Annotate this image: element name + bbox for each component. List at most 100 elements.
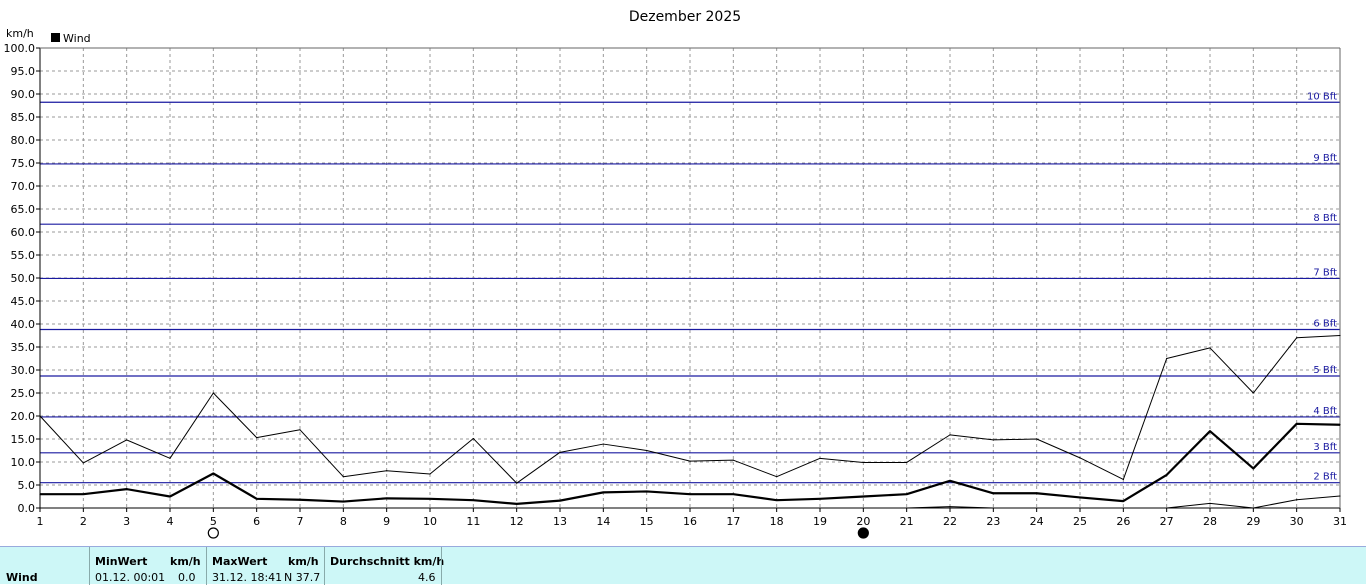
data-point-mean (1036, 492, 1038, 494)
axes: 0.0 5.0 10.0 15.0 20.0 25.0 30.0 35.0 40.0 45.0 50… (4, 42, 1348, 528)
data-point-mean (1296, 423, 1298, 425)
data-point-max (299, 429, 301, 431)
data-point-max (862, 461, 864, 464)
data-point-mean (862, 495, 864, 498)
y-tick-label: 35.0 (11, 341, 36, 354)
y-tick-label: 10.0 (11, 456, 36, 469)
data-point-max (1252, 392, 1254, 394)
data-point-mean (906, 493, 908, 495)
min-header: MinWert (95, 555, 148, 568)
data-point-mean (819, 498, 821, 500)
data-point-mean (516, 503, 518, 505)
x-tick-label: 6 (253, 515, 260, 528)
data-point-mean (429, 498, 431, 500)
new-moon-icon (857, 527, 869, 539)
y-tick-label: 40.0 (11, 318, 36, 331)
data-point-mean (776, 499, 778, 501)
data-point-max (1122, 478, 1124, 481)
data-point-mean (169, 495, 171, 498)
beaufort-label: 8 Bft (1313, 213, 1337, 224)
data-point-mean (1209, 430, 1211, 432)
max-header: MaxWert (212, 555, 268, 568)
y-tick-label: 95.0 (11, 65, 36, 78)
data-point-mean (559, 500, 561, 502)
data-point-max (39, 415, 41, 417)
x-tick-label: 28 (1203, 515, 1217, 528)
stats-row-label: Wind (6, 571, 38, 584)
y-tick-label: 80.0 (11, 134, 36, 147)
x-tick-label: 4 (167, 515, 174, 528)
data-point-mean (646, 490, 648, 493)
x-tick-label: 23 (986, 515, 1000, 528)
data-point-mean (602, 491, 604, 493)
y-tick-label: 60.0 (11, 226, 36, 239)
data-point-max (429, 473, 431, 475)
data-point-max (386, 470, 388, 472)
data-point-mean (1122, 500, 1124, 502)
min-time: 01.12. 00:01 (95, 571, 166, 584)
y-tick-label: 15.0 (11, 433, 36, 446)
beaufort-label: 6 Bft (1313, 319, 1337, 330)
y-tick-label: 70.0 (11, 180, 36, 193)
beaufort-label: 2 Bft (1313, 472, 1337, 483)
data-point-min (992, 507, 994, 509)
x-tick-label: 5 (210, 515, 217, 528)
data-point-max (256, 437, 258, 439)
data-point-max (776, 476, 778, 478)
x-tick-label: 1 (37, 515, 44, 528)
data-point-mean (386, 497, 388, 499)
beaufort-label: 3 Bft (1313, 442, 1337, 453)
x-tick-label: 2 (80, 515, 87, 528)
x-tick-label: 14 (596, 515, 610, 528)
data-point-mean (1252, 467, 1254, 470)
beaufort-label: 9 Bft (1313, 153, 1337, 164)
x-tick-label: 29 (1246, 515, 1260, 528)
x-tick-label: 3 (123, 515, 130, 528)
y-tick-label: 55.0 (11, 249, 36, 262)
data-point-min (1252, 507, 1254, 509)
beaufort-lines: 2 Bft 3 Bft 4 Bft 5 Bft 6 Bft 7 Bft 8 Bft 9 Bft… (40, 91, 1340, 484)
y-tick-label: 0.0 (18, 502, 36, 515)
data-point-max (212, 392, 214, 394)
x-tick-label: 27 (1160, 515, 1174, 528)
data-point-mean (82, 493, 84, 495)
y-axis-label: km/h (6, 27, 34, 40)
data-point-mean (689, 493, 691, 495)
data-point-max (559, 451, 561, 453)
data-point-min (1209, 502, 1211, 504)
data-point-max (126, 439, 128, 441)
data-point-max (732, 459, 734, 461)
legend-swatch (51, 33, 60, 42)
data-point-mean (1079, 496, 1081, 499)
data-point-max (646, 449, 648, 452)
x-tick-label: 31 (1333, 515, 1347, 528)
y-tick-label: 45.0 (11, 295, 36, 308)
data-point-max (819, 457, 821, 459)
data-point-min (1339, 495, 1341, 497)
data-point-mean (472, 499, 474, 501)
max-unit: km/h (288, 555, 319, 568)
full-moon-icon (207, 527, 219, 539)
avg-value: 4.6 (418, 571, 436, 584)
beaufort-label: 5 Bft (1313, 365, 1337, 376)
data-point-mean (732, 493, 734, 495)
beaufort-label: 7 Bft (1313, 267, 1337, 278)
x-tick-label: 10 (423, 515, 437, 528)
data-point-mean (126, 488, 128, 490)
x-tick-label: 16 (683, 515, 697, 528)
y-tick-label: 30.0 (11, 364, 36, 377)
series (39, 334, 1341, 509)
chart-title: Dezember 2025 (629, 9, 741, 25)
max-time: 31.12. 18:41 (212, 571, 283, 584)
x-tick-label: 24 (1030, 515, 1044, 528)
x-tick-label: 15 (640, 515, 654, 528)
data-point-min (1296, 499, 1298, 501)
data-point-mean (299, 499, 301, 501)
x-tick-label: 7 (297, 515, 304, 528)
y-tick-label: 65.0 (11, 203, 36, 216)
y-tick-label: 25.0 (11, 387, 36, 400)
y-tick-label: 100.0 (4, 42, 36, 55)
x-tick-label: 9 (383, 515, 390, 528)
y-tick-label: 75.0 (11, 157, 36, 170)
x-tick-label: 20 (856, 515, 870, 528)
